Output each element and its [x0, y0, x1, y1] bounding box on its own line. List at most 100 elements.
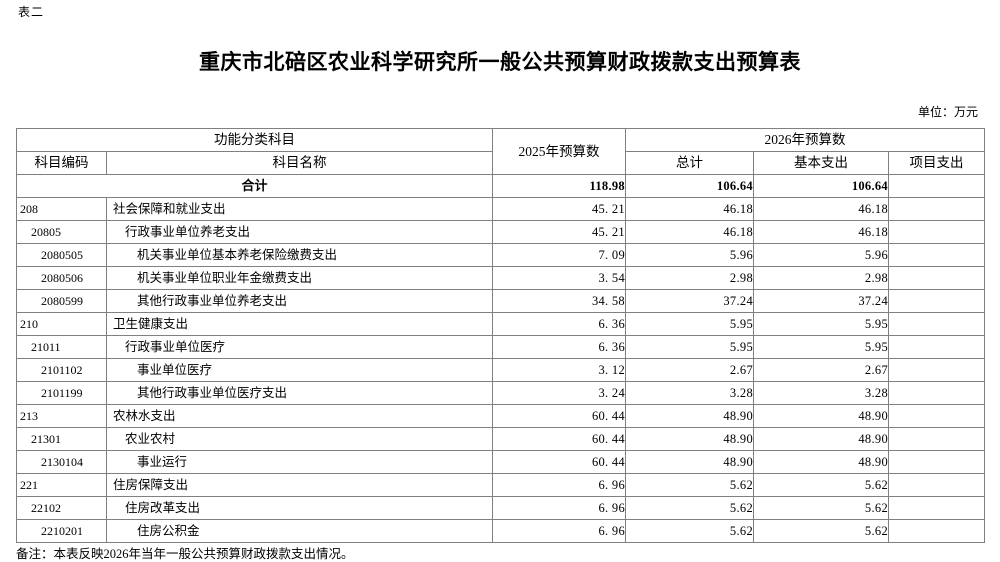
- table-row: 2210201 住房公积金 6. 96 5.62 5.62: [16, 519, 986, 543]
- row-y2026-basic: 48.90: [753, 427, 889, 451]
- row-y2026-basic: 46.18: [753, 220, 889, 244]
- row-y2026-total: 2.98: [625, 266, 754, 290]
- row-y2026-project: [887, 519, 986, 543]
- row-y2026-basic: 48.90: [753, 404, 889, 428]
- row-y2026-project: [887, 335, 986, 359]
- table-row: 210 卫生健康支出 6. 36 5.95 5.95: [16, 312, 986, 336]
- row-subject-name: 住房公积金: [106, 519, 493, 543]
- sheet-label: 表二: [18, 5, 45, 19]
- row-y2026-basic: 3.28: [753, 381, 889, 405]
- row-y2025-budget: 60. 44: [492, 404, 626, 428]
- row-y2026-total: 5.95: [625, 312, 754, 336]
- row-subject-code: 2210201: [16, 519, 107, 543]
- row-y2026-project: [887, 473, 986, 497]
- table-row: 22102 住房改革支出 6. 96 5.62 5.62: [16, 496, 986, 520]
- header-year-2026: 2026年预算数: [624, 128, 986, 152]
- row-y2025-budget: 6. 96: [492, 519, 626, 543]
- row-subject-code: 20805: [16, 220, 107, 244]
- row-y2026-total: 46.18: [625, 197, 754, 221]
- row-y2025-budget: 6. 96: [492, 496, 626, 520]
- budget-table-container: 功能分类科目 2025年预算数 2026年预算数 科目编码 科目名称 总计 基本…: [16, 128, 986, 543]
- table-row: 2130104 事业运行 60. 44 48.90 48.90: [16, 450, 986, 474]
- row-y2026-basic: 2.67: [753, 358, 889, 382]
- row-subject-code: 21301: [16, 427, 107, 451]
- row-y2026-total: 46.18: [625, 220, 754, 244]
- row-y2026-project: [887, 358, 986, 382]
- row-subject-name: 行政事业单位养老支出: [106, 220, 493, 244]
- row-y2025-budget: 34. 58: [492, 289, 626, 313]
- row-subject-name: 事业运行: [106, 450, 493, 474]
- header-row-bottom: 科目编码 科目名称 总计 基本支出 项目支出: [16, 151, 986, 175]
- row-y2026-total: 5.62: [625, 496, 754, 520]
- row-y2026-project: [887, 312, 986, 336]
- table-row: 2080599 其他行政事业单位养老支出 34. 58 37.24 37.24: [16, 289, 986, 313]
- row-y2026-project: [887, 197, 986, 221]
- row-y2025-budget: 7. 09: [492, 243, 626, 267]
- row-y2026-total: 3.28: [625, 381, 754, 405]
- row-y2026-basic: 2.98: [753, 266, 889, 290]
- row-y2025-budget: 60. 44: [492, 427, 626, 451]
- row-y2026-total: 48.90: [625, 427, 754, 451]
- header-project-expenditure: 项目支出: [887, 151, 986, 175]
- row-y2026-project: [887, 496, 986, 520]
- row-subject-name: 农业农村: [106, 427, 493, 451]
- row-subject-code: 2101102: [16, 358, 107, 382]
- row-subject-name: 其他行政事业单位养老支出: [106, 289, 493, 313]
- row-subject-code: 210: [16, 312, 107, 336]
- row-y2025-budget: 60. 44: [492, 450, 626, 474]
- row-y2026-total: 2.67: [625, 358, 754, 382]
- page-title: 重庆市北碚区农业科学研究所一般公共预算财政拨款支出预算表: [199, 50, 801, 74]
- table-header: 功能分类科目 2025年预算数 2026年预算数 科目编码 科目名称 总计 基本…: [16, 128, 986, 175]
- row-subject-name: 社会保障和就业支出: [106, 197, 493, 221]
- row-subject-code: 208: [16, 197, 107, 221]
- row-subject-code: 2101199: [16, 381, 107, 405]
- row-subject-name: 农林水支出: [106, 404, 493, 428]
- table-row-total: 合计 118.98 106.64 106.64: [16, 174, 986, 198]
- table-row: 2080505 机关事业单位基本养老保险缴费支出 7. 09 5.96 5.96: [16, 243, 986, 267]
- row-y2026-basic: 5.62: [753, 473, 889, 497]
- row-subject-code: 21011: [16, 335, 107, 359]
- row-y2025-budget: 6. 36: [492, 312, 626, 336]
- header-function-group: 功能分类科目: [16, 128, 493, 152]
- header-subject-code: 科目编码: [16, 151, 107, 175]
- table-row: 208 社会保障和就业支出 45. 21 46.18 46.18: [16, 197, 986, 221]
- row-subject-name: 机关事业单位职业年金缴费支出: [106, 266, 493, 290]
- total-y2026-total: 106.64: [625, 174, 754, 198]
- row-y2025-budget: 3. 54: [492, 266, 626, 290]
- table-row: 213 农林水支出 60. 44 48.90 48.90: [16, 404, 986, 428]
- table-row: 2101102 事业单位医疗 3. 12 2.67 2.67: [16, 358, 986, 382]
- row-subject-name: 住房改革支出: [106, 496, 493, 520]
- table-row: 21011 行政事业单位医疗 6. 36 5.95 5.95: [16, 335, 986, 359]
- header-subject-name: 科目名称: [106, 151, 493, 175]
- row-y2026-basic: 5.95: [753, 312, 889, 336]
- row-y2026-basic: 5.62: [753, 519, 889, 543]
- row-subject-name: 其他行政事业单位医疗支出: [106, 381, 493, 405]
- row-y2025-budget: 45. 21: [492, 197, 626, 221]
- row-subject-name: 住房保障支出: [106, 473, 493, 497]
- row-y2026-basic: 5.96: [753, 243, 889, 267]
- row-y2026-total: 37.24: [625, 289, 754, 313]
- row-y2026-project: [887, 220, 986, 244]
- row-y2026-total: 5.96: [625, 243, 754, 267]
- total-y2025: 118.98: [492, 174, 626, 198]
- row-subject-name: 行政事业单位医疗: [106, 335, 493, 359]
- row-y2026-project: [887, 289, 986, 313]
- row-subject-code: 2080506: [16, 266, 107, 290]
- unit-note: 单位：万元: [917, 105, 978, 119]
- row-y2026-project: [887, 266, 986, 290]
- header-row-top: 功能分类科目 2025年预算数 2026年预算数: [16, 128, 986, 175]
- row-subject-name: 事业单位医疗: [106, 358, 493, 382]
- header-basic-expenditure: 基本支出: [753, 151, 889, 175]
- row-y2025-budget: 45. 21: [492, 220, 626, 244]
- row-y2026-project: [887, 450, 986, 474]
- row-y2025-budget: 6. 96: [492, 473, 626, 497]
- row-y2026-basic: 37.24: [753, 289, 889, 313]
- row-y2026-project: [887, 404, 986, 428]
- row-y2025-budget: 3. 12: [492, 358, 626, 382]
- row-y2026-basic: 48.90: [753, 450, 889, 474]
- row-subject-name: 卫生健康支出: [106, 312, 493, 336]
- row-y2026-project: [887, 427, 986, 451]
- row-subject-code: 213: [16, 404, 107, 428]
- row-subject-code: 2130104: [16, 450, 107, 474]
- row-subject-code: 221: [16, 473, 107, 497]
